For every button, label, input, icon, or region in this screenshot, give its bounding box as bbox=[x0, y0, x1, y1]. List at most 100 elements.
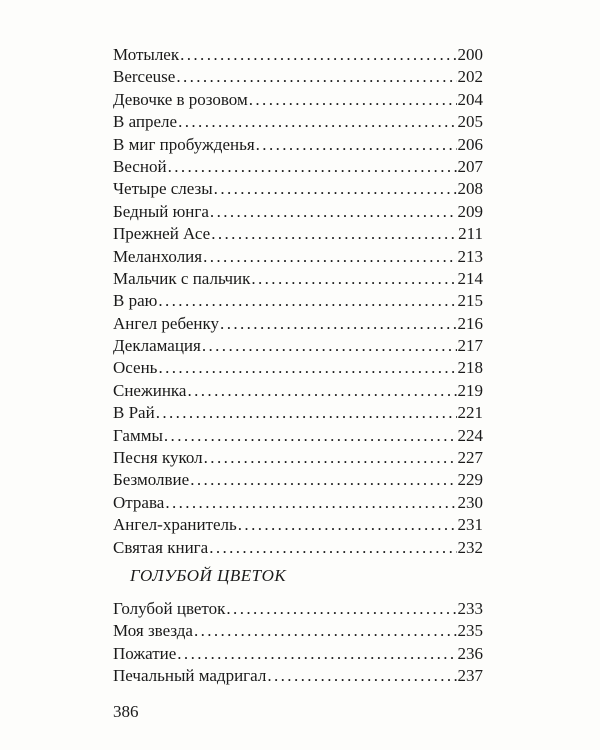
dot-leader bbox=[187, 380, 456, 402]
entry-title: Святая книга bbox=[113, 537, 209, 557]
toc-entry: Мальчик с пальчик 214 bbox=[113, 268, 483, 290]
toc-entry: Девочке в розовом 204 bbox=[113, 89, 483, 111]
section-heading: ГОЛУБОЙ ЦВЕТОК bbox=[130, 566, 287, 585]
entry-title: Бедный юнга bbox=[113, 201, 209, 221]
entry-page: 231 bbox=[457, 515, 484, 535]
entry-page: 211 bbox=[458, 224, 483, 244]
dot-leader bbox=[209, 537, 456, 559]
toc-entry: Голубой цветок 233 bbox=[113, 598, 483, 620]
dot-leader bbox=[194, 620, 457, 642]
toc-entry: В апреле 205 bbox=[113, 111, 483, 133]
entry-page: 215 bbox=[457, 291, 484, 311]
toc-entry: Berceuse 202 bbox=[113, 66, 483, 88]
entry-page: 219 bbox=[457, 380, 484, 400]
entry-title: Мальчик с пальчик bbox=[113, 268, 251, 288]
dot-leader bbox=[156, 402, 457, 424]
toc-entry: В раю 215 bbox=[113, 290, 483, 312]
toc-entry: Четыре слезы 208 bbox=[113, 178, 483, 200]
toc-entry: Отрава 230 bbox=[113, 492, 483, 514]
entry-title: В Рай bbox=[113, 403, 155, 423]
toc-entry: Меланхолия 213 bbox=[113, 246, 483, 268]
toc-entry: Мотылек 200 bbox=[113, 44, 483, 66]
toc-entry: Снежинка 219 bbox=[113, 380, 483, 402]
dot-leader bbox=[177, 643, 456, 665]
dot-leader bbox=[158, 357, 456, 379]
entry-page: 233 bbox=[457, 599, 484, 618]
entry-page: 218 bbox=[457, 358, 484, 378]
toc-list: Мотылек 200 Berceuse 202 Девочке в розовом 20… bbox=[113, 44, 483, 559]
dot-leader bbox=[204, 447, 457, 469]
entry-page: 236 bbox=[457, 643, 484, 663]
entry-title: Пожатие bbox=[113, 643, 177, 663]
dot-leader bbox=[256, 134, 457, 156]
entry-title: Декламация bbox=[113, 336, 201, 356]
toc-entry: Весной 207 bbox=[113, 156, 483, 178]
entry-page: 232 bbox=[457, 537, 484, 557]
entry-page: 237 bbox=[457, 666, 484, 686]
dot-leader bbox=[168, 156, 457, 178]
toc-entry: Гаммы 224 bbox=[113, 425, 483, 447]
dot-leader bbox=[203, 246, 456, 268]
entry-title: Безмолвие bbox=[113, 470, 190, 490]
toc-entry: Ангел-хранитель 231 bbox=[113, 514, 483, 536]
entry-title: Прежней Асе bbox=[113, 224, 211, 244]
entry-page: 204 bbox=[457, 89, 484, 109]
entry-title: Berceuse bbox=[113, 67, 176, 87]
entry-title: Ангел ребенку bbox=[113, 313, 220, 333]
entry-title: Мотылек bbox=[113, 45, 180, 64]
toc-entry: Безмолвие 229 bbox=[113, 469, 483, 491]
entry-page: 229 bbox=[457, 470, 484, 490]
dot-leader bbox=[210, 201, 457, 223]
dot-leader bbox=[202, 335, 457, 357]
dot-leader bbox=[176, 66, 456, 88]
entry-title: Четыре слезы bbox=[113, 179, 213, 199]
entry-title: В раю bbox=[113, 291, 158, 311]
dot-leader bbox=[251, 268, 456, 290]
entry-page: 213 bbox=[457, 246, 484, 266]
toc-entry: Печальный мадригал 237 bbox=[113, 665, 483, 687]
entry-title: Песня кукол bbox=[113, 448, 203, 468]
entry-title: Снежинка bbox=[113, 380, 187, 400]
dot-leader bbox=[190, 469, 456, 491]
dot-leader bbox=[267, 665, 456, 687]
toc-entry: Песня кукол 227 bbox=[113, 447, 483, 469]
entry-page: 217 bbox=[457, 336, 484, 356]
entry-title: Меланхолия bbox=[113, 246, 203, 266]
entry-title: В миг пробужденья bbox=[113, 134, 255, 154]
toc-entry: Моя звезда 235 bbox=[113, 620, 483, 642]
dot-leader bbox=[180, 44, 456, 66]
dot-leader bbox=[164, 425, 457, 447]
dot-leader bbox=[220, 313, 456, 335]
entry-page: 235 bbox=[457, 621, 484, 641]
entry-title: В апреле bbox=[113, 112, 178, 132]
entry-page: 208 bbox=[457, 179, 484, 199]
entry-page: 214 bbox=[457, 268, 484, 288]
entry-title: Весной bbox=[113, 156, 167, 176]
toc-entry: Святая книга 232 bbox=[113, 537, 483, 559]
toc-entry: Осень 218 bbox=[113, 357, 483, 379]
entry-page: 206 bbox=[457, 134, 484, 154]
dot-leader bbox=[238, 514, 457, 536]
entry-title: Осень bbox=[113, 358, 158, 378]
toc-entry: Прежней Асе 211 bbox=[113, 223, 483, 245]
dot-leader bbox=[211, 223, 457, 245]
entry-title: Ангел-хранитель bbox=[113, 515, 237, 535]
entry-title: Отрава bbox=[113, 492, 165, 512]
entry-page: 207 bbox=[457, 156, 484, 176]
toc-entry: Бедный юнга 209 bbox=[113, 201, 483, 223]
dot-leader bbox=[249, 89, 457, 111]
entry-page: 230 bbox=[457, 492, 484, 512]
entry-title: Печальный мадригал bbox=[113, 666, 267, 686]
entry-title: Гаммы bbox=[113, 425, 163, 445]
entry-page: 209 bbox=[457, 201, 484, 221]
entry-page: 224 bbox=[457, 425, 484, 445]
toc-entry: В Рай 221 bbox=[113, 402, 483, 424]
entry-page: 221 bbox=[457, 403, 484, 423]
dot-leader bbox=[214, 178, 457, 200]
toc-entry: В миг пробужденья 206 bbox=[113, 134, 483, 156]
dot-leader bbox=[178, 111, 456, 133]
entry-page: 216 bbox=[457, 313, 484, 333]
dot-leader bbox=[158, 290, 456, 312]
dot-leader bbox=[226, 598, 456, 620]
toc-entry: Декламация 217 bbox=[113, 335, 483, 357]
